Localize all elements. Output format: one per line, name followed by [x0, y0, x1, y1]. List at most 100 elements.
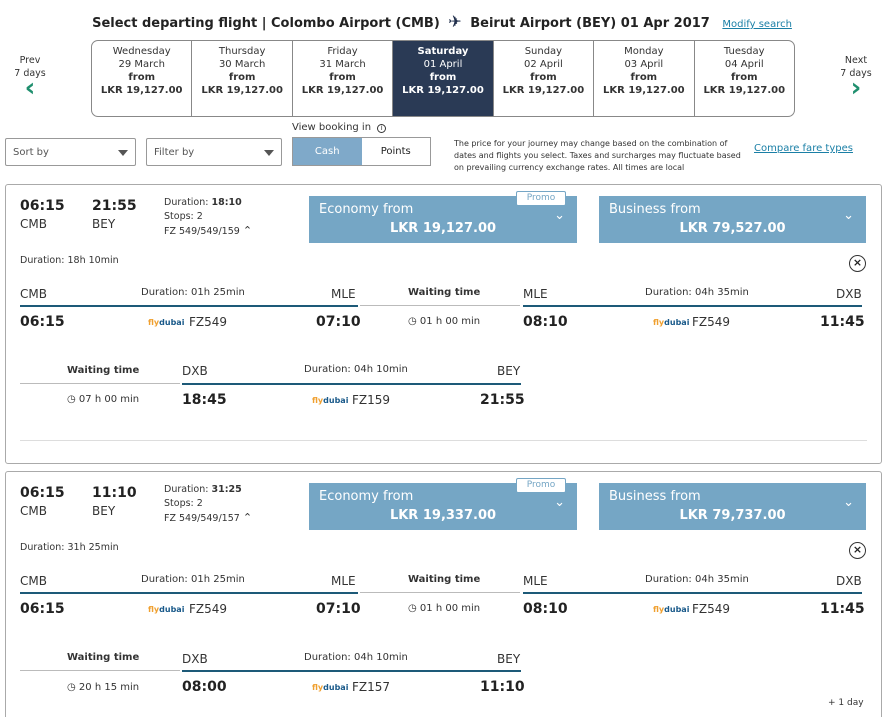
date-date: 29 March [118, 59, 165, 70]
logo-dubai: dubai [664, 605, 690, 614]
date-price: LKR 19,127.00 [402, 85, 484, 96]
plane-icon: ✈ [448, 12, 462, 31]
filter-dropdown[interactable]: Filter by [146, 138, 282, 166]
leg-arr-time: 07:10 [316, 601, 361, 617]
date-day: Sunday [524, 46, 563, 57]
date-from: from [128, 72, 155, 83]
business-label: Business from [609, 489, 701, 504]
date-tab[interactable]: Friday 31 March from LKR 19,127.00 [293, 41, 394, 116]
sort-dropdown[interactable]: Sort by [5, 138, 136, 166]
date-tab[interactable]: Sunday 02 April from LKR 19,127.00 [494, 41, 595, 116]
leg-dep-time: 06:15 [20, 601, 65, 617]
depart-code: CMB [20, 217, 47, 231]
wait-time-text: 01 h 00 min [419, 316, 481, 327]
leg-flight-no: FZ549 [189, 602, 228, 616]
duration-label: Duration: [164, 197, 209, 208]
leg-line [523, 305, 862, 307]
chevron-up-icon[interactable]: ⌃ [242, 511, 253, 524]
leg-line [182, 383, 521, 385]
leg-duration: Duration: 01h 25min [141, 287, 245, 298]
wait-time-text: 07 h 00 min [78, 394, 140, 405]
logo-fly: fly [148, 318, 160, 327]
flight-summary: Duration: 31:25 Stops: 2 FZ 549/549/157 … [164, 483, 252, 526]
leg-to: DXB [836, 574, 862, 588]
wait-time-text: 20 h 15 min [78, 682, 140, 693]
stops-value: 2 [196, 498, 203, 509]
destination-title: Beirut Airport (BEY) 01 Apr 2017 [470, 16, 710, 31]
logo-fly: fly [148, 605, 160, 614]
date-tab[interactable]: Thursday 30 March from LKR 19,127.00 [192, 41, 293, 116]
promo-badge: Promo [516, 191, 566, 206]
date-from: from [730, 72, 758, 83]
date-price: LKR 19,127.00 [603, 85, 685, 96]
leg-line [182, 670, 521, 672]
leg-from: CMB [20, 574, 47, 588]
info-icon[interactable]: i [377, 124, 387, 133]
business-price: LKR 79,527.00 [679, 221, 786, 236]
close-icon[interactable]: × [849, 542, 866, 559]
date-day: Friday [327, 46, 358, 57]
next-7-days-button[interactable]: Next 7 days › [834, 54, 878, 103]
business-fare-button[interactable]: Business from LKR 79,737.00 ⌄ [599, 483, 866, 530]
date-tab[interactable]: Tuesday 04 April from LKR 19,127.00 [695, 41, 794, 116]
flight-card [5, 471, 882, 717]
close-icon[interactable]: × [849, 255, 866, 272]
date-from: from [530, 72, 557, 83]
date-from: from [228, 72, 256, 83]
arrive-code: BEY [92, 217, 116, 231]
business-price: LKR 79,737.00 [679, 508, 786, 523]
business-label: Business from [609, 202, 701, 217]
date-day: Monday [624, 46, 664, 57]
date-price: LKR 19,127.00 [703, 85, 786, 96]
compare-fare-types-link[interactable]: Compare fare types [754, 143, 853, 154]
leg-flight-no: FZ549 [692, 602, 731, 616]
date-day: Tuesday [723, 46, 765, 57]
wait-line [20, 383, 180, 384]
logo-fly: fly [653, 318, 665, 327]
business-fare-button[interactable]: Business from LKR 79,527.00 ⌄ [599, 196, 866, 243]
flight-numbers: FZ 549/549/157 [164, 513, 240, 524]
leg-duration: Duration: 04h 10min [304, 364, 408, 375]
date-tab[interactable]: Monday 03 April from LKR 19,127.00 [594, 41, 695, 116]
chevron-right-icon: › [850, 73, 862, 103]
leg-to: MLE [331, 574, 356, 588]
cash-toggle[interactable]: Cash [293, 138, 362, 165]
clock-icon: ◷ [408, 316, 417, 327]
chevron-up-icon[interactable]: ⌃ [242, 224, 253, 237]
leg-flight-no: FZ157 [352, 680, 391, 694]
chevron-down-icon: ⌄ [843, 495, 854, 510]
leg-arr-time: 11:45 [820, 601, 865, 617]
chevron-down-icon: ⌄ [554, 495, 565, 510]
leg-line [20, 592, 358, 594]
modify-search-link[interactable]: Modify search [722, 19, 792, 30]
date-tab[interactable]: Wednesday 29 March from LKR 19,127.00 [92, 41, 193, 116]
date-date: 02 April [524, 59, 563, 70]
leg-duration: Duration: 01h 25min [141, 574, 245, 585]
economy-price: LKR 19,127.00 [389, 221, 497, 236]
divider [20, 440, 867, 441]
prev-days-label: 7 days [14, 68, 46, 79]
arrive-time: 11:10 [92, 485, 137, 501]
date-tab-selected[interactable]: Saturday 01 April from LKR 19,127.00 [393, 41, 494, 116]
view-booking-label: View booking in i [292, 122, 387, 133]
clock-icon: ◷ [67, 682, 76, 693]
leg-arr-time: 07:10 [316, 314, 361, 330]
leg-to: MLE [331, 287, 356, 301]
waiting-time-label: Waiting time [408, 574, 481, 585]
flydubai-logo: flydubai [653, 318, 689, 327]
prev-7-days-button[interactable]: Prev 7 days ‹ [8, 54, 52, 101]
chevron-down-icon: ⌄ [843, 208, 854, 223]
waiting-time-value: ◷ 20 h 15 min [67, 682, 139, 693]
leg-from: MLE [523, 574, 548, 588]
leg-dep-time: 08:10 [523, 601, 568, 617]
economy-label: Economy from [319, 202, 414, 217]
sort-label: Sort by [13, 147, 49, 158]
leg-flight-no: FZ549 [692, 315, 731, 329]
waiting-time-value: ◷ 07 h 00 min [67, 394, 139, 405]
logo-dubai: dubai [159, 605, 185, 614]
leg-line [20, 305, 358, 307]
waiting-time-value: ◷ 01 h 00 min [408, 603, 480, 614]
date-from: from [429, 72, 457, 83]
leg-from: CMB [20, 287, 47, 301]
points-toggle[interactable]: Points [380, 146, 411, 157]
